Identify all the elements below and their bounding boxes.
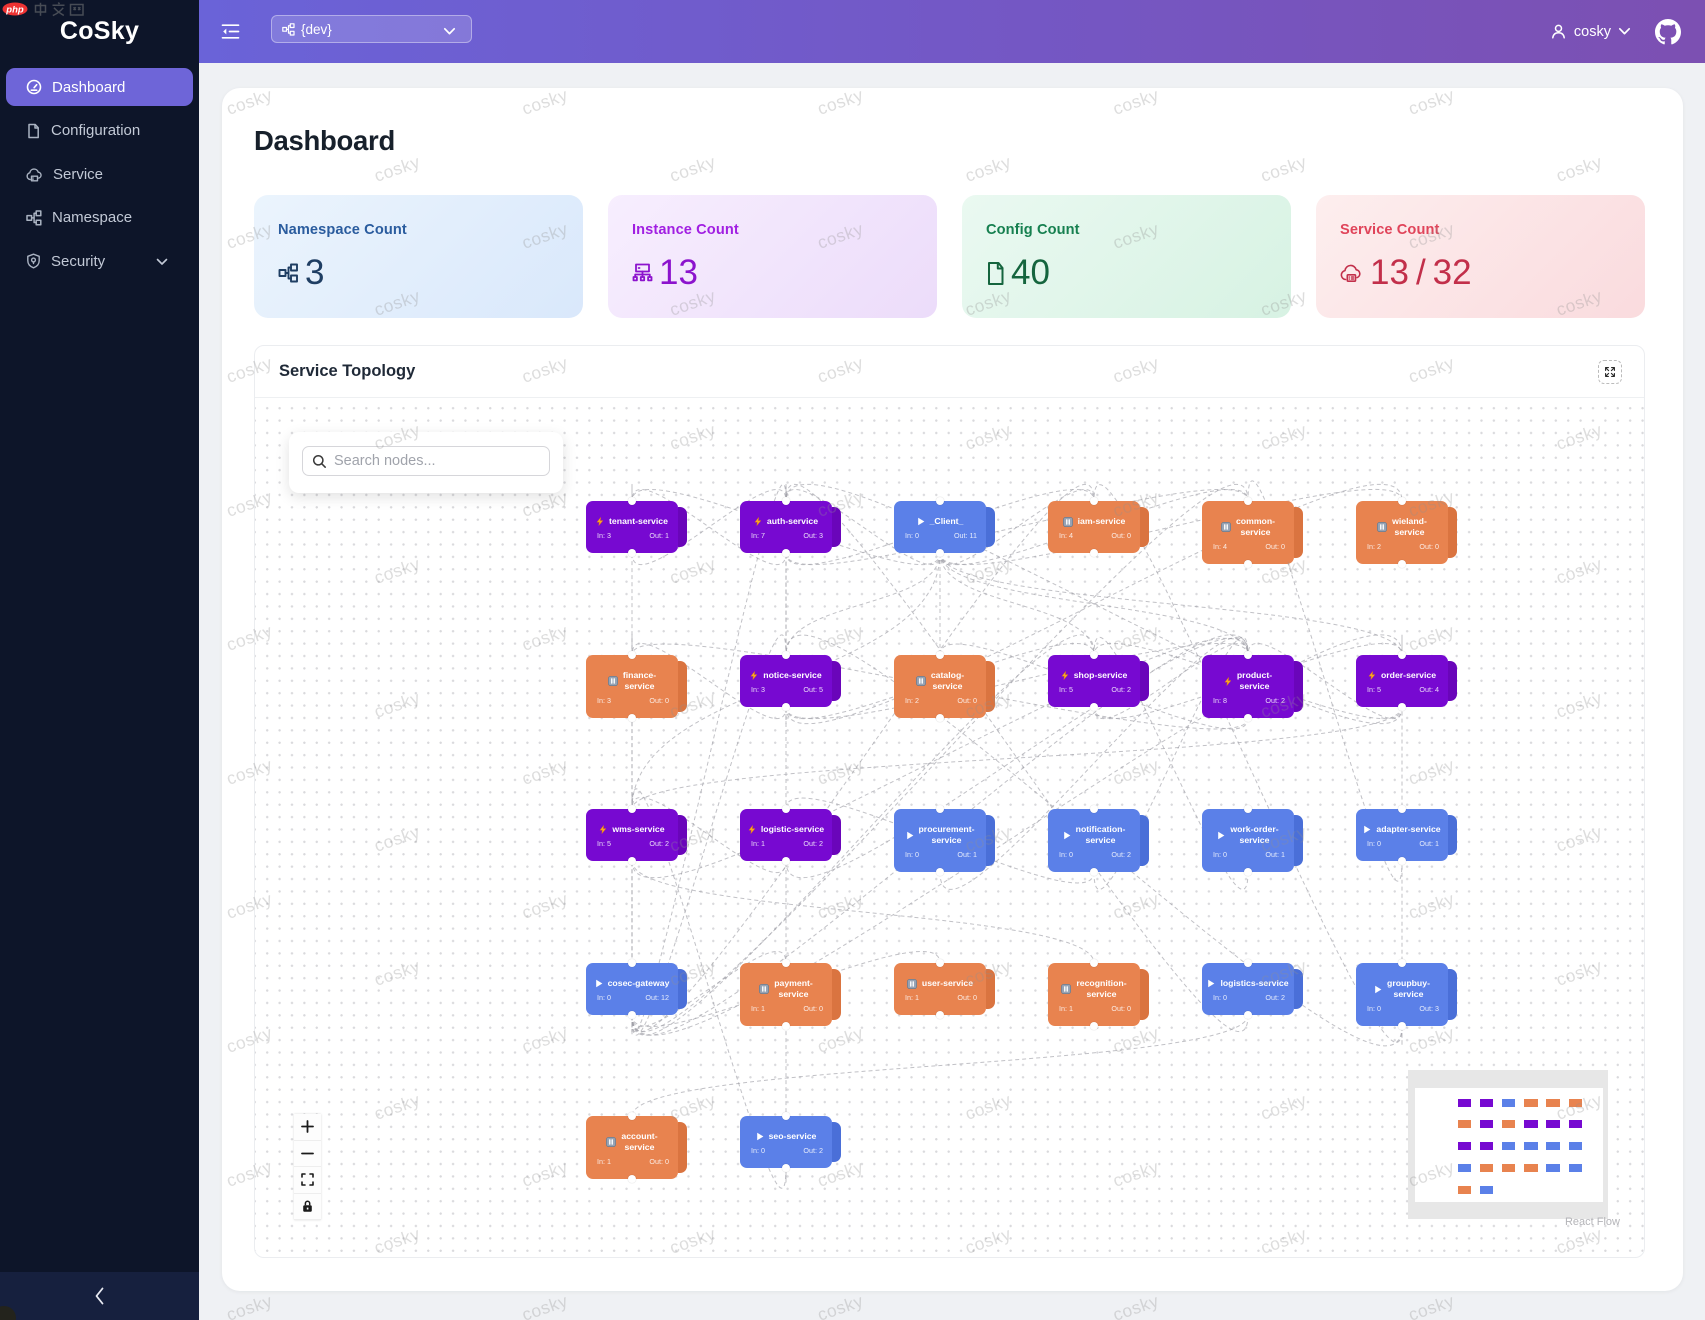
svg-text:php: php	[5, 5, 24, 16]
